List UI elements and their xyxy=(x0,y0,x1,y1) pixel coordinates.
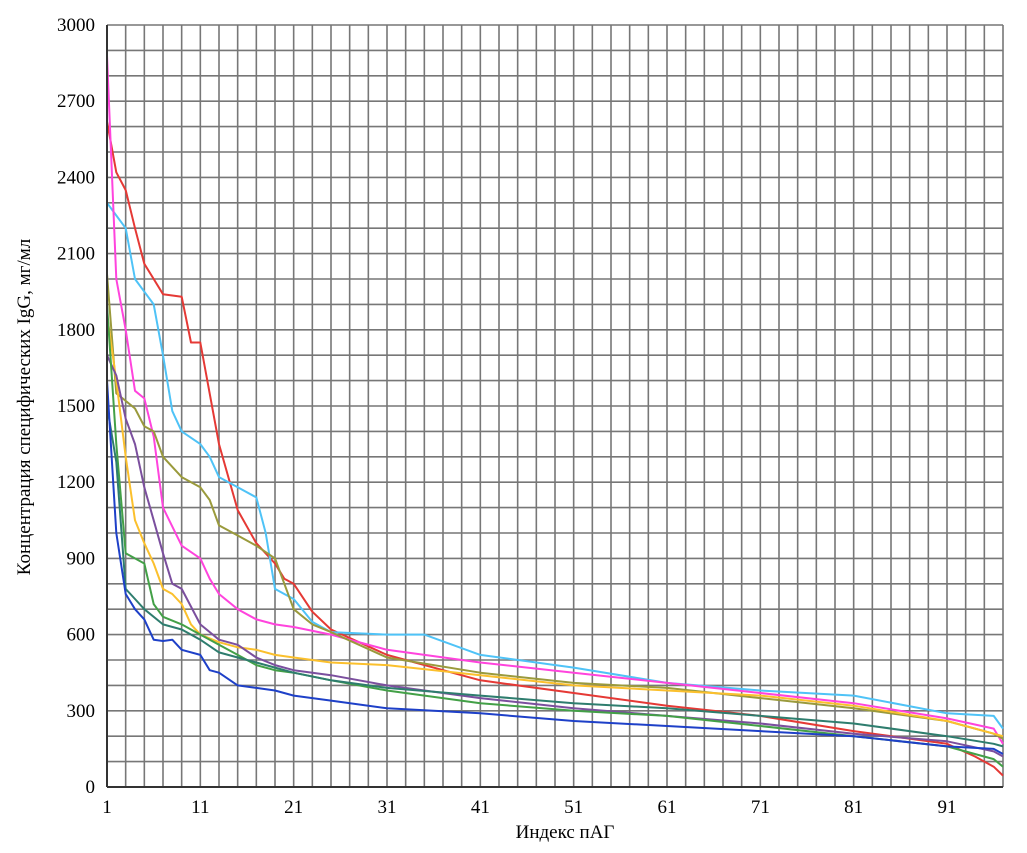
series-line-8 xyxy=(106,405,1004,748)
series-line-5 xyxy=(106,314,1004,738)
series-line-3 xyxy=(106,55,1004,745)
x-tick-label: 31 xyxy=(378,797,397,818)
y-tick-label: 2100 xyxy=(57,244,95,265)
x-tick-label: 71 xyxy=(751,797,770,818)
y-tick-label: 0 xyxy=(86,777,96,798)
grid-lines xyxy=(106,24,1004,788)
x-tick-labels: 1 11 21 31 41 51 61 71 81 91 xyxy=(102,797,956,818)
y-tick-label: 2700 xyxy=(57,91,95,112)
series-lines xyxy=(106,55,1004,777)
y-tick-label: 1500 xyxy=(57,396,95,417)
y-tick-label: 3000 xyxy=(57,15,95,36)
y-axis-label: Концентрация специфических IgG, мг/мл xyxy=(14,238,35,575)
x-tick-label: 11 xyxy=(191,797,209,818)
y-tick-labels: 0 300 600 900 1200 1500 1800 2100 2400 2700 3000 xyxy=(57,15,95,798)
y-tick-label: 2400 xyxy=(57,167,95,188)
x-tick-label: 21 xyxy=(284,797,303,818)
series-line-7 xyxy=(106,304,1004,768)
x-tick-label: 61 xyxy=(658,797,677,818)
x-tick-label: 51 xyxy=(564,797,583,818)
series-line-6 xyxy=(106,354,1004,758)
series-line-4 xyxy=(106,273,1004,740)
series-line-9 xyxy=(106,380,1004,755)
y-tick-label: 1200 xyxy=(57,472,95,493)
x-tick-label: 41 xyxy=(471,797,490,818)
x-tick-label: 1 xyxy=(102,797,112,818)
x-tick-label: 81 xyxy=(844,797,863,818)
x-axis-label: Индекс пАГ xyxy=(516,822,615,843)
y-tick-label: 300 xyxy=(67,701,96,722)
axes xyxy=(106,25,1003,788)
y-tick-label: 900 xyxy=(67,548,96,569)
x-tick-label: 91 xyxy=(938,797,957,818)
y-tick-label: 1800 xyxy=(57,320,95,341)
y-tick-label: 600 xyxy=(67,625,96,646)
